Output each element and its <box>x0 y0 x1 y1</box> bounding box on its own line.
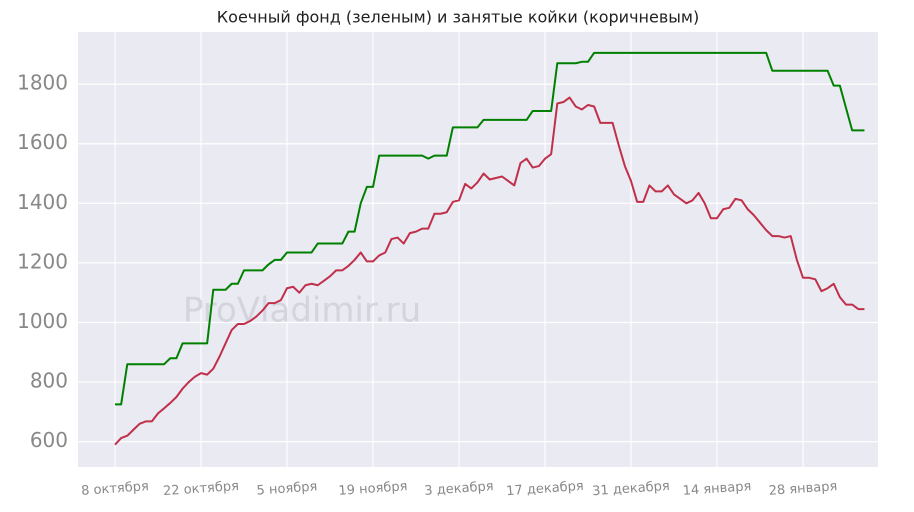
y-tick-label: 600 <box>30 428 68 452</box>
x-tick-label: 17 декабря <box>506 479 584 499</box>
plot-area <box>78 32 878 467</box>
series-line <box>114 96 865 446</box>
y-tick-label: 1600 <box>17 130 68 154</box>
y-tick-label: 1800 <box>17 71 68 95</box>
y-tick-label: 1200 <box>17 249 68 273</box>
series-line <box>115 51 865 406</box>
x-tick-label: 3 декабря <box>424 479 494 499</box>
x-tick-label: 28 января <box>768 479 838 499</box>
x-tick-label: 19 ноября <box>338 479 408 499</box>
x-tick-label: 8 октября <box>81 479 150 499</box>
x-tick-label: 14 января <box>682 479 752 499</box>
y-tick-label: 1400 <box>17 190 68 214</box>
x-tick-label: 22 октября <box>163 479 240 499</box>
x-tick-label: 31 декабря <box>592 479 670 499</box>
watermark: ProVladimir.ru <box>183 291 421 331</box>
chart-title: Коечный фонд (зеленым) и занятые койки (… <box>217 8 699 27</box>
y-tick-label: 1000 <box>17 309 68 333</box>
y-tick-label: 800 <box>30 369 68 393</box>
x-tick-label: 5 ноября <box>256 479 318 498</box>
